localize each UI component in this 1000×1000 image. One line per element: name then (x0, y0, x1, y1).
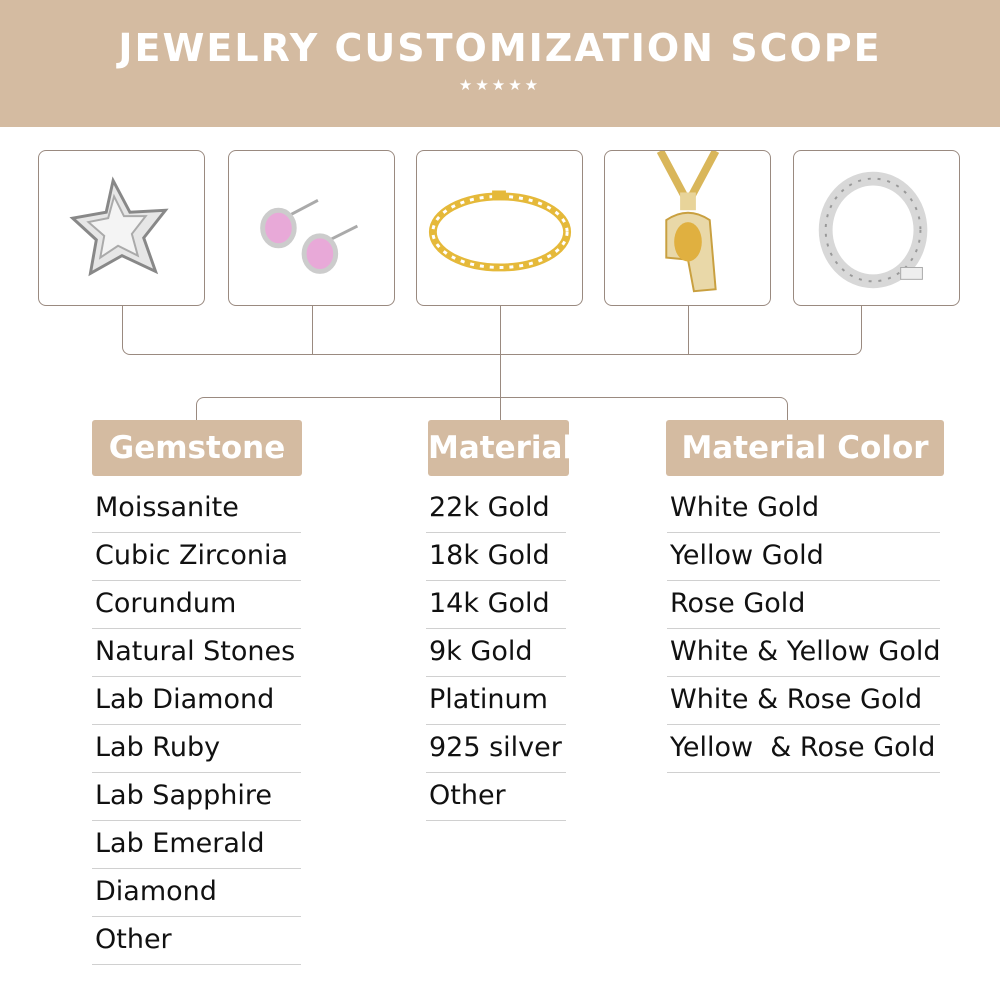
list-item: Yellow Gold (667, 533, 940, 581)
product-bracelet (416, 150, 583, 306)
header-banner: JEWELRY CUSTOMIZATION SCOPE ★★★★★ (0, 0, 1000, 127)
category-material-color: Material Color (666, 420, 944, 476)
list-item: 22k Gold (426, 485, 566, 533)
list-item: Yellow & Rose Gold (667, 725, 940, 773)
list-item: Other (426, 773, 566, 821)
chain-image (818, 171, 928, 289)
list-item: White & Rose Gold (667, 677, 940, 725)
list-item: Rose Gold (667, 581, 940, 629)
list-item: 18k Gold (426, 533, 566, 581)
list-item: Corundum (92, 581, 301, 629)
product-chain (793, 150, 960, 306)
list-item: Cubic Zirconia (92, 533, 301, 581)
connector-line (688, 306, 689, 354)
category-material: Material (428, 420, 573, 476)
category-gemstone: Gemstone (92, 420, 302, 476)
list-item: Other (92, 917, 301, 965)
list-item: Platinum (426, 677, 566, 725)
product-pendant (604, 150, 771, 306)
product-earrings (228, 150, 395, 306)
list-item: 14k Gold (426, 581, 566, 629)
pendant-image (656, 151, 720, 293)
material-color-list: White Gold Yellow Gold Rose Gold White & Ye… (667, 485, 941, 773)
list-item: Moissanite (92, 485, 301, 533)
page-title: JEWELRY CUSTOMIZATION SCOPE (118, 26, 882, 70)
material-list: 22k Gold 18k Gold 14k Gold 9k Gold Platinum 9… (426, 485, 566, 821)
list-item: Lab Diamond (92, 677, 301, 725)
connector-line (500, 306, 501, 420)
earrings-image (260, 199, 359, 274)
stars-decoration: ★★★★★ (458, 76, 542, 94)
star-pendant-image (69, 176, 169, 277)
list-item: Diamond (92, 869, 301, 917)
bracelet-image (428, 190, 572, 272)
gemstone-list: Moissanite Cubic Zirconia Corundum Natural … (92, 485, 301, 965)
list-item: White & Yellow Gold (667, 629, 941, 677)
list-item: Natural Stones (92, 629, 301, 677)
connector-bottom (196, 397, 788, 421)
product-star-pendant (38, 150, 205, 306)
list-item: Lab Emerald (92, 821, 301, 869)
connector-line (312, 306, 313, 354)
list-item: White Gold (667, 485, 940, 533)
list-item: Lab Sapphire (92, 773, 301, 821)
list-item: 925 silver (426, 725, 566, 773)
connector-top (122, 306, 862, 355)
list-item: Lab Ruby (92, 725, 301, 773)
list-item: 9k Gold (426, 629, 566, 677)
